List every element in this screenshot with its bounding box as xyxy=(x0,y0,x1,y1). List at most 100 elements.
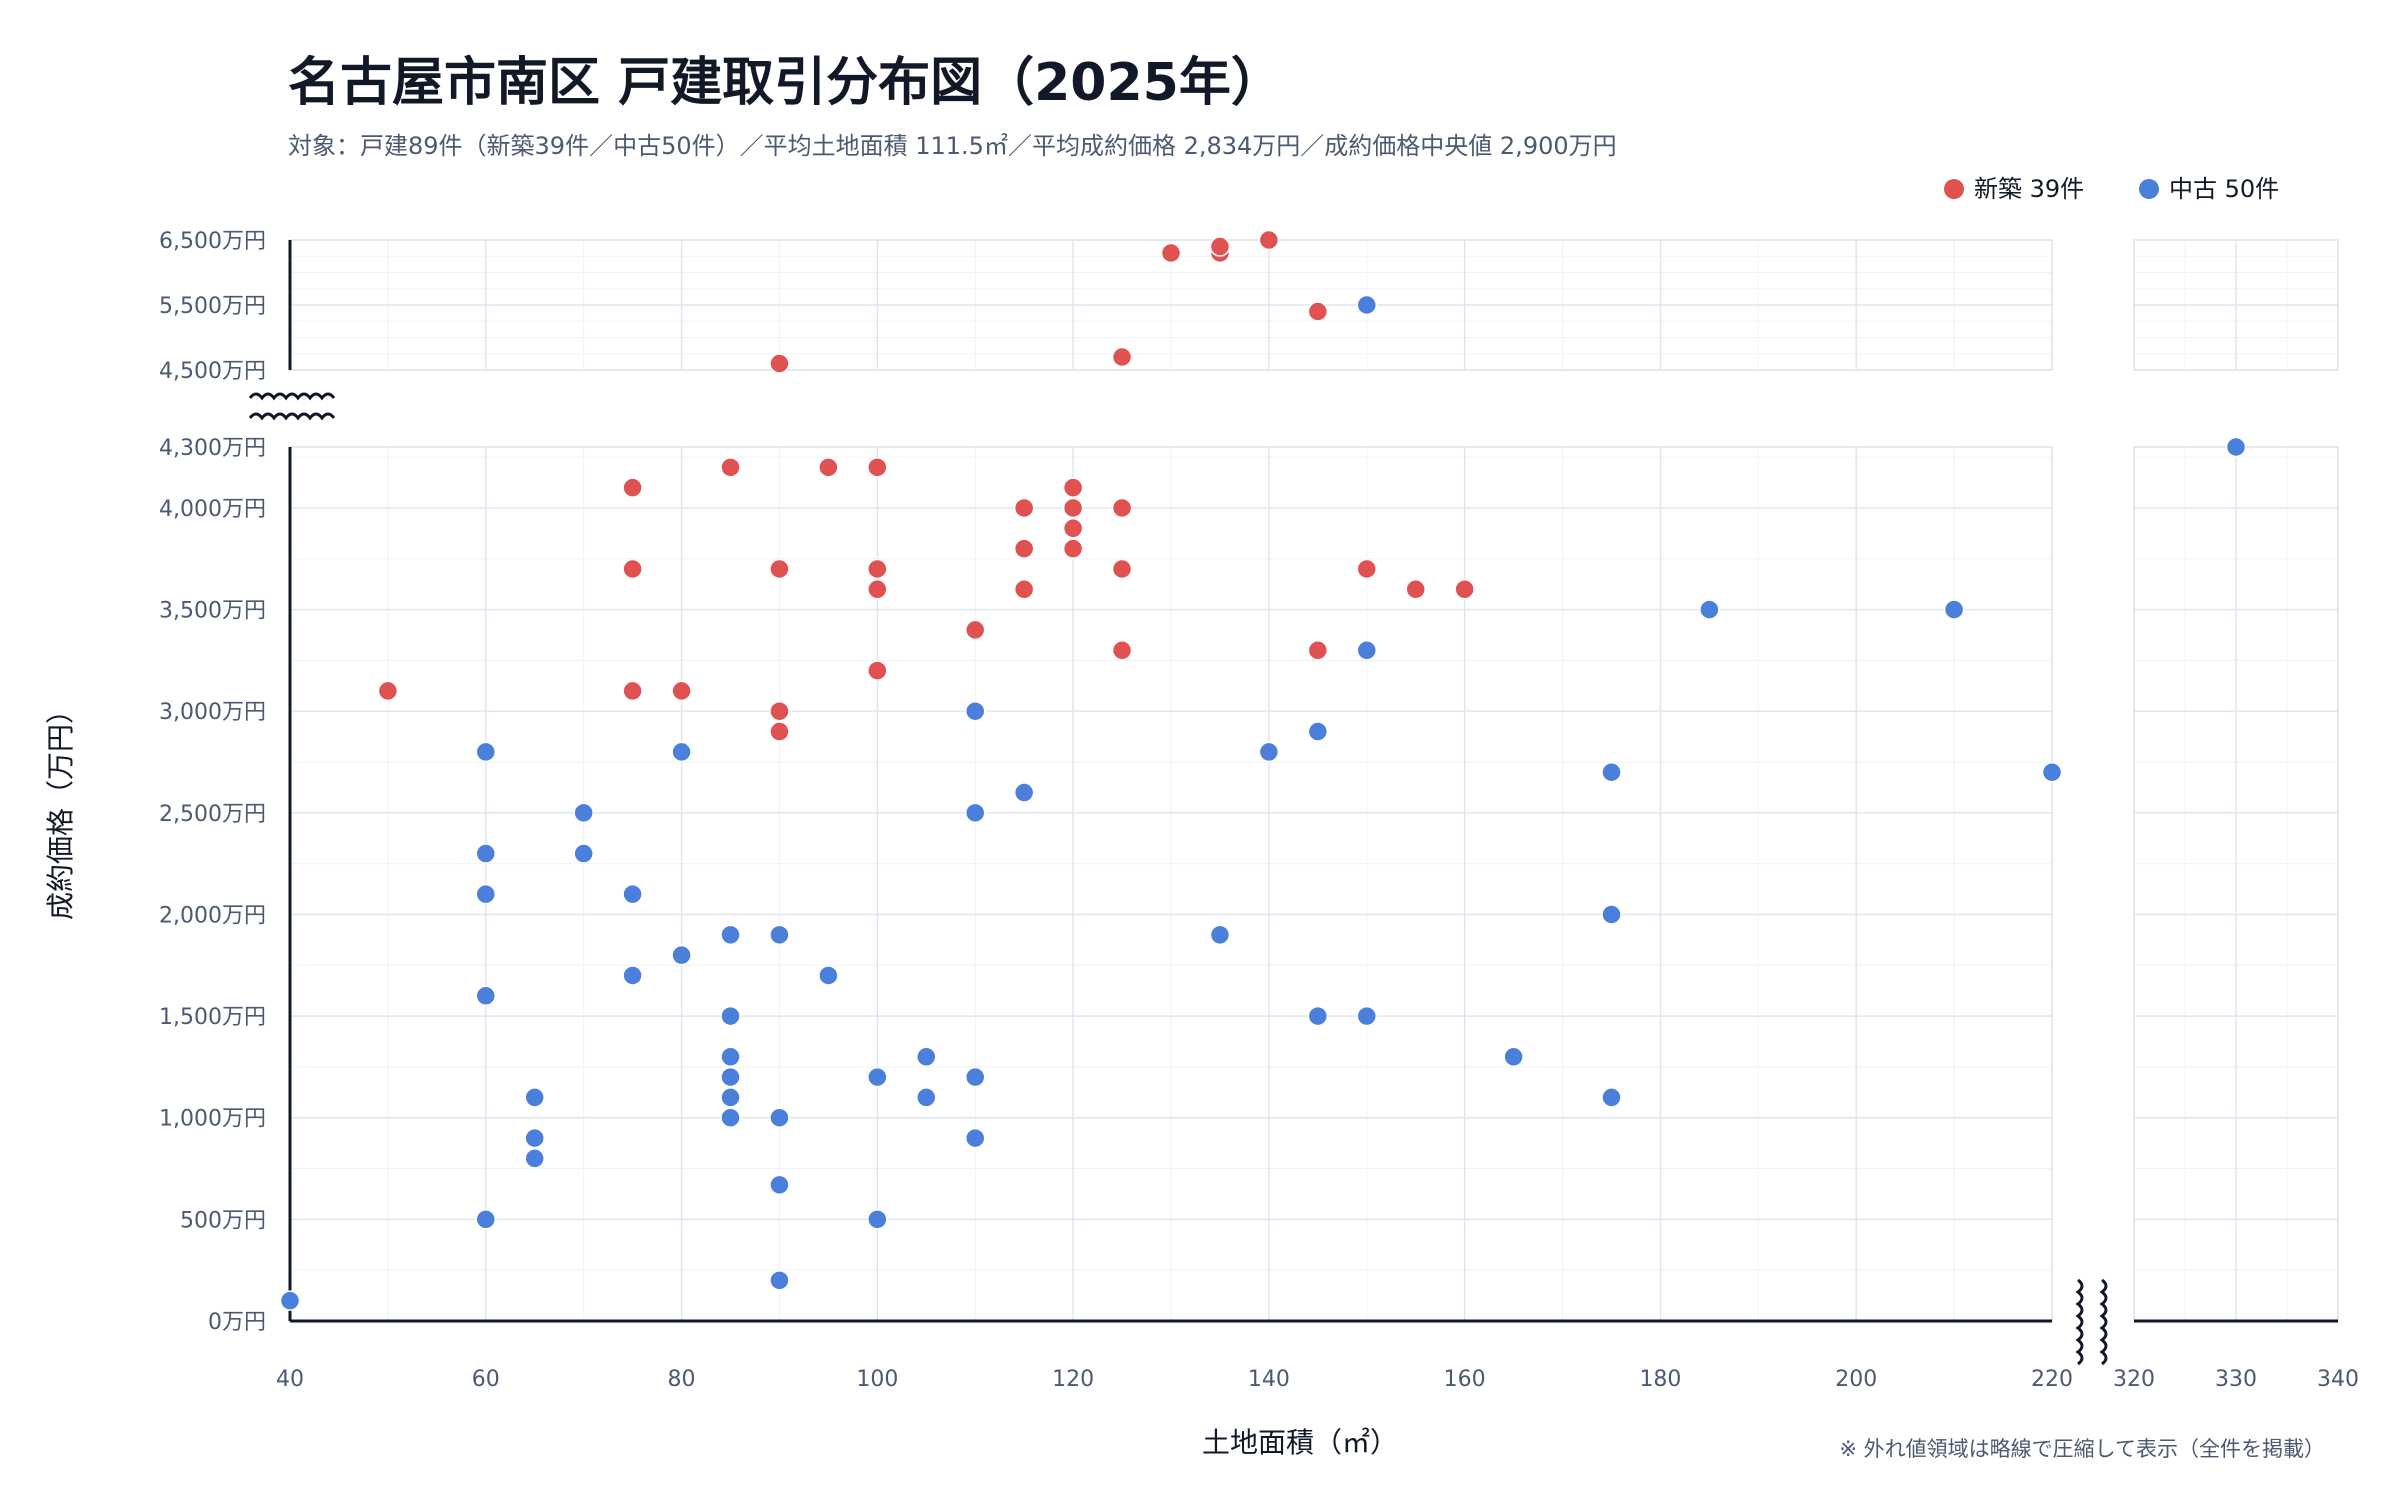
data-point-new xyxy=(964,619,986,641)
data-point-used xyxy=(1356,294,1378,316)
x-tick-label: 180 xyxy=(1639,1367,1681,1392)
data-point-used xyxy=(1356,1005,1378,1027)
data-point-new xyxy=(1062,497,1084,519)
y-tick-label: 500万円 xyxy=(180,1208,266,1233)
data-point-new xyxy=(1062,518,1084,539)
y-tick-label: 4,500万円 xyxy=(159,359,266,384)
data-point-used xyxy=(964,700,986,722)
data-point-used xyxy=(671,944,692,966)
y-axis-break-mark xyxy=(248,392,336,401)
data-point-used xyxy=(2225,436,2247,458)
x-tick-label: 320 xyxy=(2113,1367,2155,1392)
data-point-used xyxy=(622,883,643,905)
legend-marker-used xyxy=(2139,179,2159,199)
data-point-used xyxy=(524,1127,545,1149)
grid xyxy=(289,239,2339,1322)
data-point-used xyxy=(769,924,790,946)
data-point-used xyxy=(916,1046,937,1068)
data-point-used xyxy=(720,924,741,946)
data-point-new xyxy=(769,721,790,742)
data-point-new xyxy=(867,579,888,600)
data-point-new xyxy=(1013,579,1035,600)
data-point-used xyxy=(818,965,839,986)
x-tick-label: 100 xyxy=(856,1367,898,1392)
x-tick-label: 200 xyxy=(1835,1367,1877,1392)
y-break-mask xyxy=(244,382,334,432)
data-point-used xyxy=(524,1148,545,1169)
axes xyxy=(244,240,2338,1366)
data-point-new xyxy=(1111,640,1133,661)
y-tick-label: 4,000万円 xyxy=(159,497,266,522)
legend-marker-new xyxy=(1944,179,1964,199)
data-point-used xyxy=(1307,1005,1329,1027)
data-point-new xyxy=(622,558,643,580)
x-axis-label: 土地面積（㎡） xyxy=(1202,1426,1398,1459)
y-tick-label: 1,500万円 xyxy=(159,1005,266,1030)
y-tick-label: 3,000万円 xyxy=(159,700,266,725)
data-point-used xyxy=(964,1127,986,1149)
x-tick-label: 60 xyxy=(472,1367,500,1392)
data-point-new xyxy=(1258,229,1280,251)
data-point-new xyxy=(1356,558,1378,580)
x-tick-label: 80 xyxy=(668,1367,696,1392)
data-points xyxy=(279,229,2247,1311)
data-point-used xyxy=(720,1046,741,1068)
legend-label-new: 新築 39件 xyxy=(1974,175,2084,203)
y-tick-label: 2,000万円 xyxy=(159,903,266,928)
data-point-new xyxy=(1454,579,1475,600)
data-point-used xyxy=(622,965,643,986)
data-point-used xyxy=(475,883,497,905)
data-point-new xyxy=(1111,558,1133,580)
x-tick-label: 220 xyxy=(2031,1367,2073,1392)
y-tick-label: 5,500万円 xyxy=(159,294,266,319)
data-point-used xyxy=(1307,721,1329,742)
x-tick-label: 330 xyxy=(2215,1367,2257,1392)
data-point-used xyxy=(769,1174,790,1196)
data-point-new xyxy=(818,457,839,478)
x-axis-break-mark xyxy=(2099,1278,2108,1366)
data-point-used xyxy=(867,1209,888,1230)
data-point-new xyxy=(1160,242,1182,264)
data-point-used xyxy=(720,1087,741,1108)
data-point-used xyxy=(1601,761,1622,783)
data-point-new xyxy=(867,558,888,580)
data-point-new xyxy=(1062,477,1084,498)
data-point-used xyxy=(573,843,594,864)
data-point-new xyxy=(671,680,692,702)
data-point-new xyxy=(1111,346,1133,368)
data-point-new xyxy=(1405,579,1426,600)
chart-subtitle: 対象：戸建89件（新築39件／中古50件）／平均土地面積 111.5㎡／平均成約… xyxy=(288,132,1617,160)
x-tick-label: 120 xyxy=(1052,1367,1094,1392)
legend: 新築 39件 中古 50件 xyxy=(1944,175,2279,203)
y-axis-label: 成約価格（万円） xyxy=(44,696,77,920)
data-point-new xyxy=(1307,301,1329,322)
data-point-used xyxy=(964,1066,986,1088)
data-point-new xyxy=(1209,236,1231,257)
x-tick-label: 40 xyxy=(276,1367,304,1392)
data-point-new xyxy=(1013,497,1035,519)
data-point-used xyxy=(964,802,986,824)
data-point-used xyxy=(916,1087,937,1108)
data-point-new xyxy=(622,680,643,702)
y-tick-label: 6,500万円 xyxy=(159,229,266,254)
x-axis-break-mark xyxy=(2075,1278,2084,1366)
y-tick-label: 2,500万円 xyxy=(159,802,266,827)
data-point-used xyxy=(279,1290,301,1311)
data-point-used xyxy=(475,985,497,1007)
legend-label-used: 中古 50件 xyxy=(2169,175,2279,203)
data-point-used xyxy=(1943,599,1965,620)
data-point-new xyxy=(720,457,741,478)
data-point-used xyxy=(1601,904,1622,925)
data-point-used xyxy=(1601,1087,1622,1108)
data-point-used xyxy=(1699,599,1720,620)
data-point-used xyxy=(1503,1046,1524,1068)
data-point-new xyxy=(1307,640,1329,661)
y-tick-label: 4,300万円 xyxy=(159,436,266,461)
data-point-new xyxy=(1062,538,1084,559)
data-point-new xyxy=(1013,538,1035,559)
data-point-new xyxy=(622,477,643,498)
data-point-new xyxy=(377,680,399,702)
data-point-used xyxy=(2041,761,2063,783)
y-tick-label: 3,500万円 xyxy=(159,599,266,624)
